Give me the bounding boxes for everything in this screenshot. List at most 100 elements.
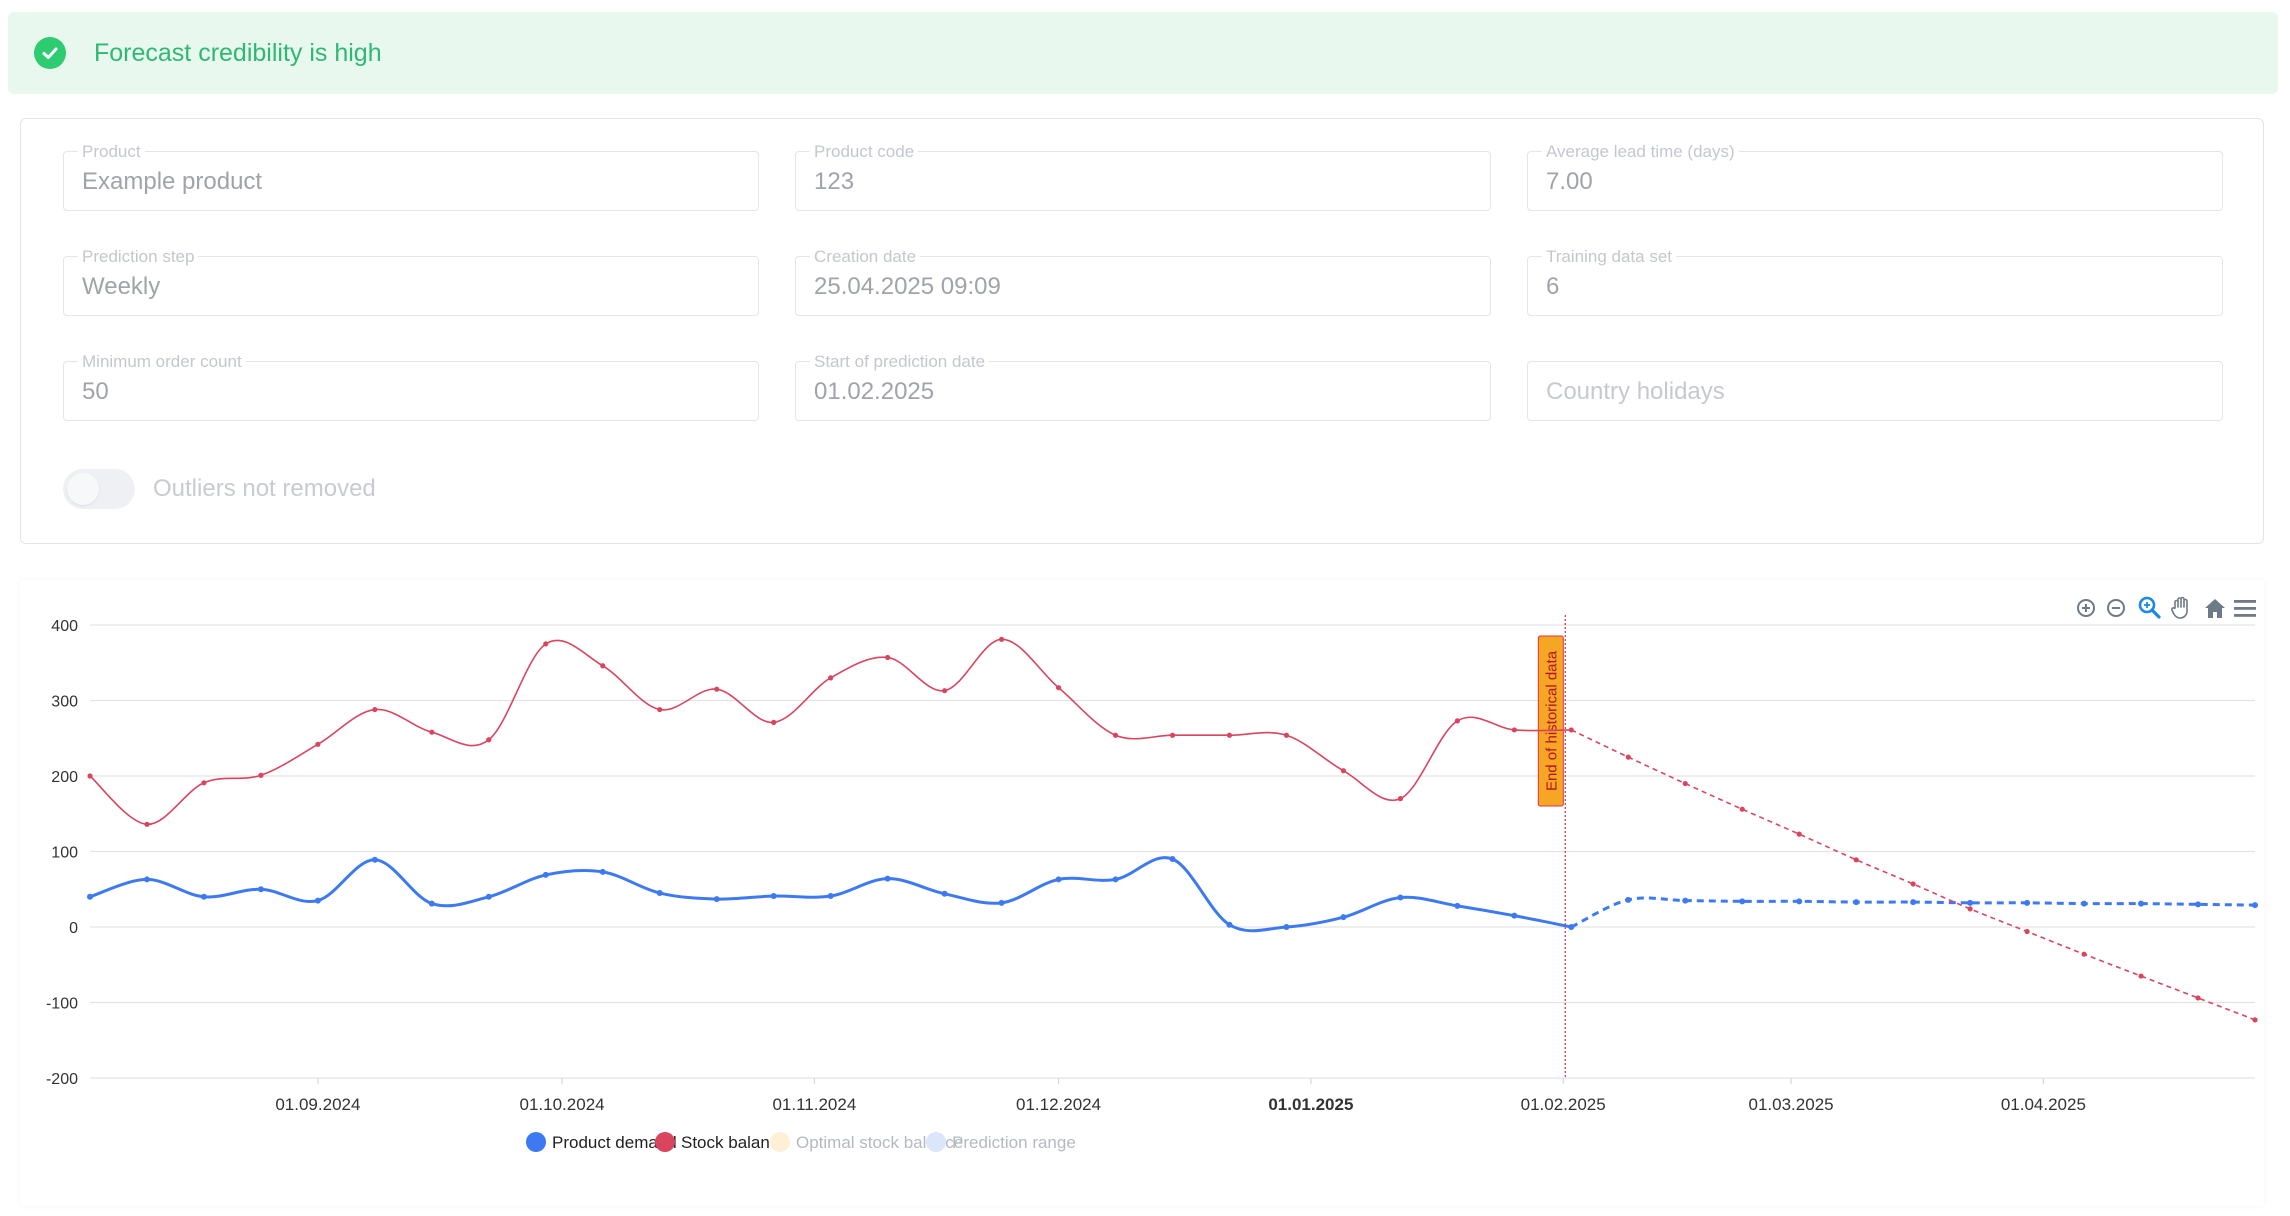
legend-item-label[interactable]: Product demand: [552, 1133, 677, 1152]
data-point[interactable]: [1454, 902, 1461, 909]
training-data-set-field[interactable]: Training data set 6: [1527, 247, 2223, 316]
zoom-in-icon[interactable]: [2077, 599, 2095, 617]
data-point[interactable]: [1682, 780, 1688, 787]
data-point[interactable]: [1568, 924, 1575, 930]
start-of-prediction-date-field[interactable]: Start of prediction date 01.02.2025: [795, 352, 1491, 421]
data-point[interactable]: [1910, 881, 1916, 887]
data-point[interactable]: [1340, 914, 1347, 921]
data-point[interactable]: [2138, 900, 2145, 907]
data-point[interactable]: [656, 890, 663, 897]
zoom-out-icon[interactable]: [2107, 599, 2125, 617]
data-point[interactable]: [1910, 899, 1917, 906]
data-point[interactable]: [1397, 796, 1403, 802]
data-point[interactable]: [1568, 727, 1574, 733]
data-point[interactable]: [1112, 876, 1119, 883]
country-holidays-select[interactable]: Country holidays: [1527, 361, 2223, 421]
minimum-order-count-field[interactable]: Minimum order count 50: [63, 352, 759, 421]
data-point[interactable]: [429, 729, 435, 735]
data-point[interactable]: [1625, 896, 1632, 903]
data-point[interactable]: [2081, 951, 2087, 957]
data-point[interactable]: [1853, 857, 1859, 863]
product-field[interactable]: Product Example product: [63, 142, 759, 211]
data-point[interactable]: [600, 663, 606, 669]
data-point[interactable]: [884, 875, 891, 882]
data-point[interactable]: [200, 893, 207, 900]
menu-icon[interactable]: [2234, 600, 2256, 617]
data-point[interactable]: [87, 773, 93, 779]
data-point[interactable]: [770, 893, 777, 900]
data-point[interactable]: [1340, 768, 1347, 774]
home-icon[interactable]: [2205, 599, 2225, 618]
legend-item-label[interactable]: Stock balance: [681, 1133, 788, 1152]
data-point[interactable]: [1226, 732, 1233, 738]
pan-icon[interactable]: [2171, 596, 2188, 619]
data-point[interactable]: [2081, 900, 2088, 907]
data-point[interactable]: [1967, 906, 1973, 912]
data-point[interactable]: [828, 675, 834, 681]
data-point[interactable]: [543, 641, 549, 647]
data-point[interactable]: [885, 654, 891, 661]
data-point[interactable]: [1739, 806, 1745, 812]
data-point[interactable]: [315, 741, 321, 747]
data-point[interactable]: [998, 899, 1005, 906]
data-point[interactable]: [428, 900, 435, 907]
data-point[interactable]: [1625, 754, 1631, 760]
data-point[interactable]: [1283, 732, 1290, 738]
data-point[interactable]: [144, 821, 150, 827]
data-point[interactable]: [2138, 973, 2144, 979]
legend-item-label[interactable]: Optimal stock balance: [796, 1133, 963, 1152]
data-point[interactable]: [1397, 894, 1404, 901]
data-point[interactable]: [1682, 897, 1689, 904]
outliers-toggle[interactable]: [63, 469, 135, 509]
data-point[interactable]: [1511, 727, 1517, 733]
data-point[interactable]: [771, 719, 777, 725]
data-point[interactable]: [2024, 928, 2030, 935]
data-point[interactable]: [714, 686, 720, 692]
data-point[interactable]: [143, 876, 150, 883]
data-point[interactable]: [485, 893, 492, 900]
data-point[interactable]: [827, 893, 834, 900]
data-point[interactable]: [1226, 921, 1233, 928]
data-point[interactable]: [942, 688, 948, 694]
data-point[interactable]: [371, 856, 378, 863]
data-point[interactable]: [941, 890, 948, 897]
data-point[interactable]: [87, 893, 93, 900]
data-point[interactable]: [1169, 856, 1176, 863]
legend-marker[interactable]: [926, 1132, 946, 1152]
data-point[interactable]: [257, 886, 264, 893]
data-point[interactable]: [1055, 685, 1062, 691]
data-point[interactable]: [2252, 902, 2258, 909]
data-point[interactable]: [1796, 898, 1803, 905]
creation-date-field[interactable]: Creation date 25.04.2025 09:09: [795, 247, 1491, 316]
data-point[interactable]: [1454, 718, 1460, 724]
legend-marker[interactable]: [655, 1132, 675, 1152]
data-point[interactable]: [657, 706, 663, 713]
data-point[interactable]: [372, 706, 378, 713]
data-point[interactable]: [1112, 732, 1119, 738]
data-point[interactable]: [1853, 899, 1860, 906]
data-point[interactable]: [1796, 831, 1802, 837]
data-point[interactable]: [201, 780, 207, 786]
product-code-field[interactable]: Product code 123: [795, 142, 1491, 211]
legend-item-label[interactable]: Prediction range: [952, 1133, 1076, 1152]
data-point[interactable]: [486, 737, 492, 743]
prediction-step-field[interactable]: Prediction step Weekly: [63, 247, 759, 316]
legend-marker[interactable]: [770, 1132, 790, 1152]
data-point[interactable]: [998, 636, 1005, 642]
data-point[interactable]: [1967, 899, 1974, 906]
data-point[interactable]: [2024, 899, 2031, 906]
data-point[interactable]: [1511, 912, 1518, 919]
data-point[interactable]: [258, 772, 264, 778]
data-point[interactable]: [1739, 898, 1746, 905]
selection-zoom-icon[interactable]: [2138, 596, 2161, 619]
data-point[interactable]: [1283, 924, 1290, 930]
data-point[interactable]: [2195, 995, 2201, 1001]
data-point[interactable]: [542, 871, 549, 878]
data-point[interactable]: [713, 896, 720, 903]
data-point[interactable]: [314, 897, 321, 904]
data-point[interactable]: [1169, 732, 1176, 738]
average-lead-time-field[interactable]: Average lead time (days) 7.00: [1527, 142, 2223, 211]
data-point[interactable]: [1055, 876, 1062, 883]
data-point[interactable]: [599, 868, 606, 875]
data-point[interactable]: [2195, 901, 2202, 908]
